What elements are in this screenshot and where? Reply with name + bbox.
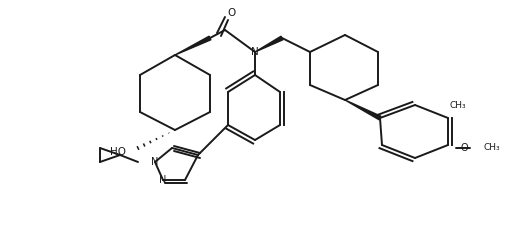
Polygon shape bbox=[255, 36, 283, 52]
Polygon shape bbox=[345, 100, 381, 120]
Text: N: N bbox=[159, 175, 167, 185]
Text: N: N bbox=[251, 47, 259, 57]
Polygon shape bbox=[175, 36, 211, 55]
Text: CH₃: CH₃ bbox=[484, 143, 500, 153]
Text: N: N bbox=[151, 157, 159, 167]
Text: O: O bbox=[228, 8, 236, 18]
Text: O: O bbox=[460, 143, 468, 153]
Text: HO: HO bbox=[110, 147, 126, 157]
Text: CH₃: CH₃ bbox=[450, 101, 467, 109]
